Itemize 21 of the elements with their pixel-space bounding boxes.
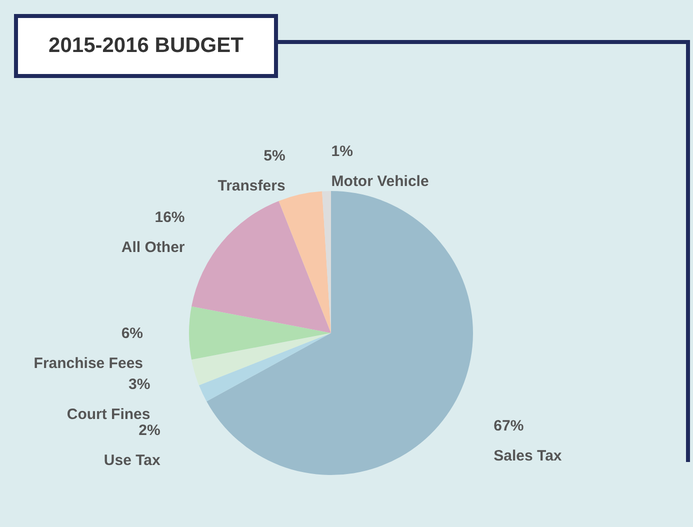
chart-title: 2015-2016 BUDGET: [14, 14, 278, 78]
slice-label: Court Fines: [66, 406, 150, 423]
data-label: 6%: [121, 325, 143, 342]
data-label: 16%: [154, 208, 185, 226]
pie-slice: [189, 306, 331, 360]
slice-label: Franchise Fees: [34, 355, 143, 372]
data-label: 5%: [264, 147, 286, 164]
pie-slice: [198, 333, 331, 402]
slice-label: Sales Tax: [494, 448, 562, 465]
slice-label: All Other: [121, 238, 185, 256]
data-label: 1%: [331, 143, 353, 160]
slice-label: Motor Vehicle: [331, 173, 429, 190]
data-label: 2%: [138, 422, 160, 439]
pie-slice: [206, 191, 473, 475]
pie-slice: [278, 191, 331, 333]
data-label: 3%: [128, 376, 150, 393]
data-label: 67%: [494, 418, 524, 435]
slice-label: Transfers: [218, 177, 286, 194]
pie-slice: [192, 333, 331, 386]
slice-label: Use Tax: [104, 452, 161, 469]
pie-slice: [192, 200, 331, 333]
